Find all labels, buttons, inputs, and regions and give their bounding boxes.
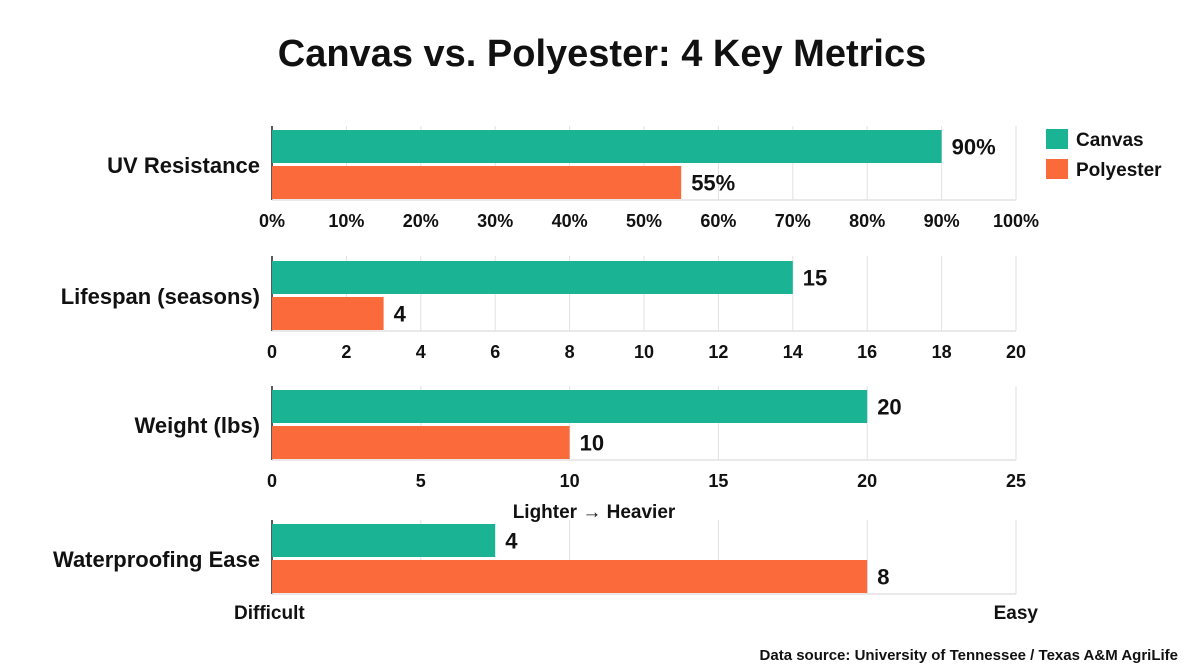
bar-canvas [272, 524, 496, 557]
data-label: 10 [580, 431, 604, 456]
tick-label: 10 [634, 342, 654, 362]
data-label: 4 [505, 529, 518, 554]
panel-1: Lifespan (seasons) 15 4 0 2 4 6 8 10 12 14 16 18 20 [61, 256, 1026, 362]
tick-label: 16 [857, 342, 877, 362]
data-label: 90% [952, 135, 996, 160]
category-label: Lifespan (seasons) [61, 284, 260, 309]
tick-label: 12 [708, 342, 728, 362]
tick-label: 70% [775, 211, 811, 231]
bar-polyester [272, 560, 868, 593]
panel-2: Weight (lbs) 20 10 0 5 10 15 20 25 Lighter → Heav… [135, 386, 1026, 523]
bar-polyester [272, 166, 682, 199]
tick-label: 8 [565, 342, 575, 362]
tick-label: 20 [1006, 342, 1026, 362]
tick-label: 14 [783, 342, 803, 362]
data-label: 4 [394, 302, 407, 327]
data-label: 20 [877, 395, 901, 420]
legend-label-polyester: Polyester [1076, 160, 1162, 181]
bar-polyester [272, 426, 570, 459]
legend-swatch-canvas [1046, 129, 1068, 149]
category-label: Waterproofing Ease [53, 547, 260, 572]
tick-label: 90% [924, 211, 960, 231]
tick-label: 100% [993, 211, 1039, 231]
tick-label: 10 [560, 471, 580, 491]
tick-label: 18 [932, 342, 952, 362]
bar-polyester [272, 297, 384, 330]
tick-label: 6 [490, 342, 500, 362]
data-label: 8 [877, 565, 889, 590]
axis-end-label-left: Difficult [234, 603, 305, 624]
legend-swatch-polyester [1046, 159, 1068, 179]
axis-note: Lighter → Heavier [513, 502, 676, 523]
tick-label: 4 [416, 342, 426, 362]
tick-label: 0% [259, 211, 285, 231]
tick-label: 30% [477, 211, 513, 231]
tick-label: 20% [403, 211, 439, 231]
tick-label: 0 [267, 342, 277, 362]
panels: UV Resistance 90% 55% 0% 10% 20% 30% 40% 50% 60% 7… [53, 126, 1039, 624]
bar-canvas [272, 261, 793, 294]
legend-label-canvas: Canvas [1076, 130, 1144, 151]
tick-label: 50% [626, 211, 662, 231]
bar-canvas [272, 390, 868, 423]
tick-label: 15 [708, 471, 728, 491]
tick-label: 2 [341, 342, 351, 362]
panel-3: Waterproofing Ease 4 8 Difficult Easy [53, 520, 1038, 624]
chart-title: Canvas vs. Polyester: 4 Key Metrics [278, 33, 926, 75]
source-note: Data source: University of Tennessee / T… [760, 647, 1178, 664]
panel-0: UV Resistance 90% 55% 0% 10% 20% 30% 40% 50% 60% 7… [107, 126, 1039, 231]
tick-label: 10% [328, 211, 364, 231]
tick-label: 25 [1006, 471, 1026, 491]
tick-label: 0 [267, 471, 277, 491]
tick-label: 80% [849, 211, 885, 231]
tick-label: 40% [552, 211, 588, 231]
axis-end-label-right: Easy [994, 603, 1039, 624]
tick-label: 5 [416, 471, 426, 491]
tick-label: 60% [700, 211, 736, 231]
tick-label: 20 [857, 471, 877, 491]
data-label: 15 [803, 266, 827, 291]
bar-canvas [272, 130, 942, 163]
category-label: Weight (lbs) [135, 413, 260, 438]
category-label: UV Resistance [107, 153, 260, 178]
legend: Canvas Polyester [1046, 129, 1162, 181]
data-label: 55% [691, 171, 735, 196]
